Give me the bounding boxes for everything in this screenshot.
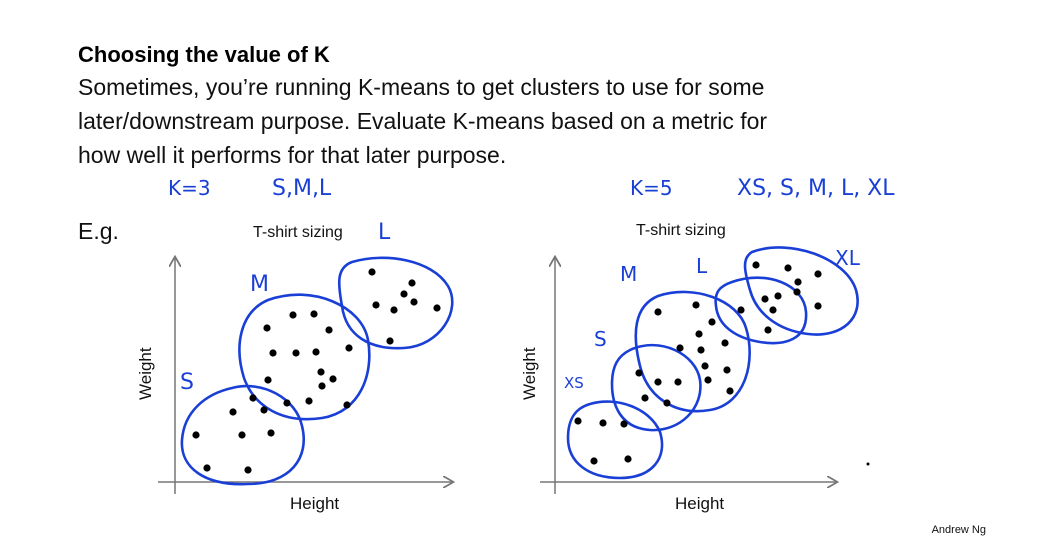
- left-cluster-l-outline: [337, 256, 454, 350]
- left-plot-title: T-shirt sizing: [253, 224, 343, 241]
- right-cluster-xs-outline: [566, 400, 664, 480]
- right-axes: [540, 258, 836, 494]
- right-cluster-s-outline: [610, 343, 702, 432]
- left-points: [192, 268, 441, 474]
- left-cluster-label-s: S: [180, 370, 194, 395]
- right-xlabel: Height: [675, 494, 725, 513]
- right-cluster-xl-outline: [743, 246, 859, 336]
- left-cluster-label-l: L: [378, 220, 391, 245]
- right-cluster-label-l: L: [696, 254, 708, 278]
- left-cluster-s-outline: [180, 384, 305, 486]
- eg-label: E.g.: [78, 218, 119, 244]
- right-cluster-l-outline: [714, 276, 808, 345]
- left-xlabel: Height: [290, 494, 340, 513]
- body-line-1: Sometimes, you’re running K-means to get…: [78, 74, 765, 100]
- right-plot-title: T-shirt sizing: [636, 222, 726, 239]
- left-cluster-m-outline: [238, 293, 371, 421]
- right-cluster-label-xs: XS: [564, 374, 584, 392]
- author-credit: Andrew Ng: [931, 524, 986, 536]
- body-line-3: how well it performs for that later purp…: [78, 142, 507, 168]
- right-cluster-m-outline: [634, 290, 751, 413]
- slide-title: Choosing the value of K: [78, 42, 330, 67]
- right-cluster-label-s: S: [594, 327, 607, 351]
- left-k-annotation: K=3: [168, 176, 211, 200]
- right-points: [574, 261, 870, 466]
- left-axes: [158, 258, 452, 494]
- right-sizes-annotation: XS, S, M, L, XL: [737, 176, 895, 201]
- left-cluster-label-m: M: [250, 272, 269, 297]
- right-cluster-label-m: M: [620, 262, 638, 286]
- body-line-2: later/downstream purpose. Evaluate K-mea…: [78, 108, 768, 134]
- left-sizes-annotation: S,M,L: [272, 176, 332, 201]
- right-k-annotation: K=5: [630, 176, 673, 200]
